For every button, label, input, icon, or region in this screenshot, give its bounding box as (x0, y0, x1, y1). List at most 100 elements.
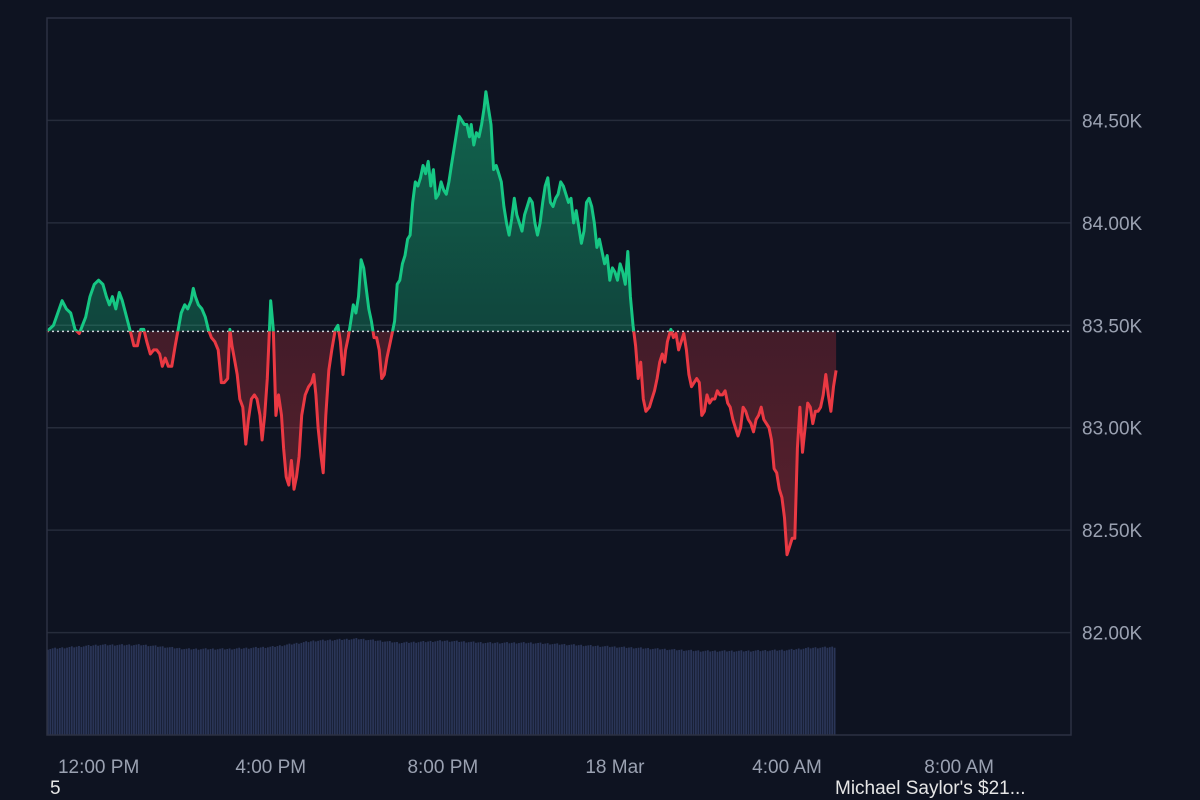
volume-bar (757, 649, 759, 735)
volume-bar (209, 648, 212, 735)
volume-bar (532, 643, 535, 735)
y-tick-label: 82.00K (1082, 624, 1143, 645)
volume-bar (408, 642, 410, 735)
volume-bar (238, 647, 241, 735)
volume-bar (128, 644, 131, 735)
volume-bar (625, 647, 628, 735)
volume-bar (620, 646, 623, 735)
volume-bar (300, 642, 303, 735)
x-tick-label: 8:00 PM (407, 757, 478, 778)
volume-bar (331, 640, 334, 735)
volume-bar (453, 641, 456, 735)
volume-bar (477, 642, 480, 735)
volume-bar (87, 644, 90, 735)
volume-bar (745, 650, 748, 735)
volume-bar (750, 651, 752, 735)
volume-bar (716, 651, 719, 735)
volume-bar (804, 648, 807, 735)
news-headline-link[interactable]: Michael Saylor's $21... (835, 778, 1026, 799)
volume-bar (410, 642, 413, 735)
volume-bar (616, 647, 618, 735)
volume-bar (216, 649, 219, 735)
volume-bar (556, 643, 559, 735)
volume-bar (204, 648, 207, 735)
volume-bar (778, 650, 781, 735)
volume-bar (828, 647, 831, 735)
volume-bar (709, 651, 712, 735)
volume-bar (520, 642, 523, 735)
volume-bar (376, 640, 379, 735)
volume-bar (269, 646, 272, 735)
volume-bar (140, 645, 143, 735)
volume-bar (795, 649, 798, 735)
volume-bar (82, 646, 85, 735)
volume-bar (800, 649, 803, 735)
volume-bar (99, 645, 102, 735)
volume-bar (324, 640, 327, 735)
volume-bar (831, 646, 834, 735)
volume-bar (283, 645, 286, 735)
volume-bar (243, 648, 245, 735)
volume-bar (463, 641, 465, 735)
volume-bar (350, 639, 353, 735)
area-below-baseline (77, 331, 837, 555)
volume-bar (515, 643, 518, 735)
volume-bar (180, 649, 183, 735)
volume-bar (599, 646, 602, 735)
volume-bar (133, 645, 135, 735)
volume-bar (405, 641, 408, 735)
volume-bar (754, 650, 757, 735)
volume-bar (386, 641, 389, 735)
volume-bar (809, 648, 812, 735)
volume-bar (156, 646, 159, 735)
volume-bar (460, 641, 463, 735)
volume-bar (123, 645, 126, 735)
volume-bar (513, 642, 516, 735)
volume-bar (441, 641, 444, 735)
volume-bar (343, 639, 346, 735)
volume-bar (49, 649, 52, 735)
volume-bar (97, 645, 100, 735)
volume-bar (190, 649, 193, 735)
volume-bar (154, 645, 157, 735)
volume-bar (539, 642, 542, 735)
volume-bar (374, 640, 377, 735)
volume-bar (790, 648, 793, 735)
volume-bar (738, 650, 740, 735)
volume-bar (424, 642, 427, 735)
price-lines (45, 90, 838, 557)
volume-bar (494, 642, 496, 735)
volume-bar (109, 644, 111, 735)
area-above-baseline (47, 91, 837, 332)
volume-bar (484, 642, 487, 735)
y-tick-label: 83.00K (1082, 419, 1143, 440)
chart-frame (46, 17, 1072, 736)
volume-bar (628, 647, 630, 735)
volume-bar (197, 649, 200, 735)
volume-bar (427, 641, 429, 735)
volume-bar (443, 640, 446, 735)
volume-bar (420, 641, 422, 735)
price-line-down (47, 331, 838, 557)
volume-bar (145, 644, 147, 735)
volume-bar (570, 644, 573, 735)
volume-bar (85, 645, 88, 735)
volume-bar (106, 645, 109, 735)
volume-bar (506, 642, 508, 735)
volume-bar (635, 648, 638, 735)
volume-bar (470, 641, 473, 735)
volume-bar (747, 650, 750, 735)
y-tick-label: 82.50K (1082, 521, 1143, 542)
volume-bar (580, 644, 583, 735)
volume-bar (298, 643, 300, 735)
volume-bar (446, 640, 449, 735)
volume-bar (312, 640, 315, 735)
volume-bar (608, 647, 611, 735)
volume-bar (711, 651, 714, 735)
volume-bar (176, 648, 178, 735)
volume-bar (807, 647, 810, 735)
volume-bar (730, 650, 733, 735)
volume-bar (824, 646, 826, 735)
volume-bar (166, 647, 169, 735)
